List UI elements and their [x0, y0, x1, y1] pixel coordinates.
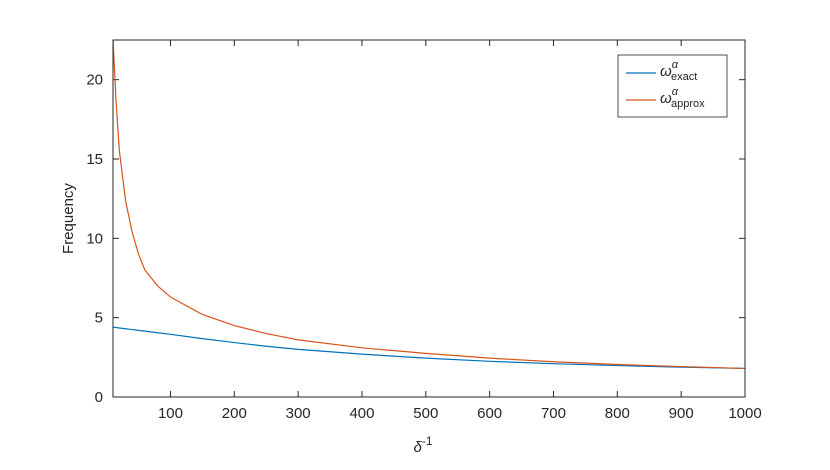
- x-tick-label: 200: [222, 405, 247, 422]
- axes-box: [112, 39, 746, 398]
- y-axis-label: Frequency: [60, 183, 77, 254]
- x-tick-label: 700: [541, 405, 566, 422]
- x-tick-label: 100: [158, 405, 183, 422]
- legend-label-sub: exact: [671, 71, 697, 83]
- y-tick-label: 15: [86, 151, 103, 168]
- legend-label-sup: α: [672, 59, 679, 71]
- x-tick-label: 600: [477, 405, 502, 422]
- x-axis-label-sup: -1: [422, 434, 433, 448]
- y-tick-label: 20: [86, 72, 103, 89]
- x-tick-label: 1000: [728, 405, 761, 422]
- legend-label: ωα exact: [660, 59, 697, 83]
- x-tick-label: 300: [286, 405, 311, 422]
- legend-box: [617, 54, 728, 118]
- legend-label-base: ω: [660, 90, 672, 107]
- x-tick-label: 500: [413, 405, 438, 422]
- data-line: [112, 39, 746, 370]
- legend-label-base: ω: [660, 63, 672, 80]
- x-tick-label: 900: [669, 405, 694, 422]
- x-axis-label: δ-1: [413, 434, 432, 456]
- legend-label: ωα approx: [660, 86, 705, 110]
- legend-label-sup: α: [672, 86, 679, 98]
- legend-label-sub: approx: [671, 98, 705, 110]
- y-tick-label: 0: [95, 389, 103, 406]
- x-tick-label: 800: [605, 405, 630, 422]
- y-tick-label: 10: [86, 230, 103, 247]
- data-line: [112, 326, 746, 370]
- y-tick-label: 5: [95, 310, 103, 327]
- x-tick-label: 400: [349, 405, 374, 422]
- x-axis-label-base: δ: [413, 439, 422, 456]
